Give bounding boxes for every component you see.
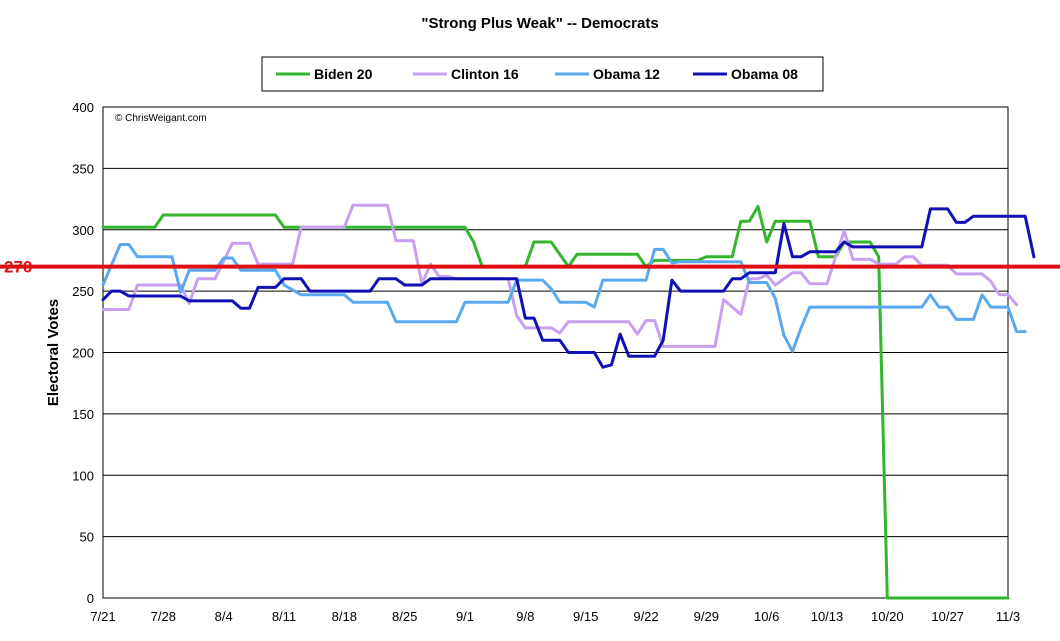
- x-tick-label: 10/6: [754, 609, 779, 624]
- x-tick-label: 9/1: [456, 609, 474, 624]
- reference-line-group: 270: [0, 258, 1060, 277]
- series-line: [101, 204, 1010, 600]
- gridlines: [103, 167, 1008, 538]
- plot-area: [102, 106, 1009, 599]
- series-line: [101, 207, 1036, 369]
- y-tick-label: 0: [87, 591, 94, 606]
- y-tick-label: 100: [72, 468, 94, 483]
- x-tick-label: 7/28: [151, 609, 176, 624]
- x-tick-labels: 7/21 7/28 8/4 8/11 8/18 8/25 9/1 9/8 9/15 9/22 9/2…: [90, 609, 1020, 624]
- y-tick-label: 150: [72, 407, 94, 422]
- x-tick-label: 9/8: [516, 609, 534, 624]
- legend-label: Obama 08: [731, 66, 798, 82]
- x-tick-label: 10/13: [811, 609, 844, 624]
- y-axis-label: Electoral Votes: [45, 299, 62, 406]
- legend-label: Obama 12: [593, 66, 660, 82]
- legend: Biden 20 Clinton 16 Obama 12 Obama 08: [261, 56, 824, 92]
- x-tick-label: 10/20: [871, 609, 904, 624]
- x-tick-label: 9/29: [694, 609, 719, 624]
- x-tick-label: 7/21: [90, 609, 115, 624]
- reference-line-label: 270: [4, 258, 32, 277]
- series-lines: [101, 203, 1036, 600]
- chart-title: "Strong Plus Weak" -- Democrats: [421, 15, 658, 32]
- y-tick-label: 300: [72, 223, 94, 238]
- copyright-text: © ChrisWeigant.com: [115, 113, 207, 124]
- y-tick-label: 50: [80, 530, 94, 545]
- x-tick-label: 8/4: [215, 609, 233, 624]
- x-tick-label: 11/3: [996, 609, 1020, 624]
- x-tick-label: 8/25: [392, 609, 417, 624]
- legend-label: Clinton 16: [451, 66, 519, 82]
- x-tick-label: 10/27: [931, 609, 964, 624]
- y-tick-labels: 0 50 100 150 200 250 300 350 400: [72, 100, 94, 606]
- x-tick-label: 8/11: [272, 609, 296, 624]
- y-tick-label: 200: [72, 346, 94, 361]
- x-tick-label: 9/22: [633, 609, 658, 624]
- legend-label: Biden 20: [314, 66, 373, 82]
- series-line: [101, 203, 1019, 348]
- y-tick-label: 350: [72, 161, 94, 176]
- x-tick-label: 8/18: [332, 609, 357, 624]
- series-line: [101, 243, 1027, 353]
- legend-box: [261, 56, 824, 92]
- x-tick-label: 9/15: [573, 609, 598, 624]
- y-tick-label: 400: [72, 100, 94, 115]
- y-tick-label: 250: [72, 284, 94, 299]
